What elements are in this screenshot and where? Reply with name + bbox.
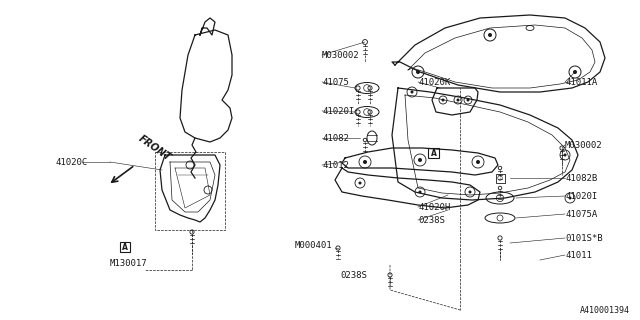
Text: 41075A: 41075A bbox=[565, 210, 597, 219]
Text: 0101S*B: 0101S*B bbox=[565, 234, 603, 243]
Circle shape bbox=[419, 190, 422, 194]
Text: A: A bbox=[122, 243, 128, 252]
Circle shape bbox=[468, 190, 472, 194]
Text: 41020I: 41020I bbox=[565, 191, 597, 201]
Circle shape bbox=[488, 33, 492, 37]
Circle shape bbox=[442, 99, 445, 101]
Text: 41020K: 41020K bbox=[418, 77, 451, 86]
Text: 41012: 41012 bbox=[322, 161, 349, 170]
Text: 41020H: 41020H bbox=[418, 203, 451, 212]
Text: M030002: M030002 bbox=[322, 51, 360, 60]
Text: M130017: M130017 bbox=[110, 259, 148, 268]
FancyBboxPatch shape bbox=[495, 173, 504, 182]
Circle shape bbox=[418, 158, 422, 162]
Circle shape bbox=[358, 181, 362, 185]
Text: 41011A: 41011A bbox=[565, 77, 597, 86]
Text: 0238S: 0238S bbox=[340, 271, 367, 281]
Text: A410001394: A410001394 bbox=[580, 306, 630, 315]
Circle shape bbox=[416, 70, 420, 74]
Text: 41020C: 41020C bbox=[55, 157, 87, 166]
Circle shape bbox=[563, 154, 566, 156]
Circle shape bbox=[573, 70, 577, 74]
Circle shape bbox=[568, 196, 572, 199]
Text: FRONT: FRONT bbox=[137, 133, 173, 163]
Text: 41082B: 41082B bbox=[565, 173, 597, 182]
Circle shape bbox=[456, 99, 460, 101]
Text: M030002: M030002 bbox=[565, 140, 603, 149]
Text: 41011: 41011 bbox=[565, 251, 592, 260]
Text: 41075: 41075 bbox=[322, 77, 349, 86]
Text: M000401: M000401 bbox=[295, 241, 333, 250]
Circle shape bbox=[410, 91, 413, 93]
Circle shape bbox=[363, 160, 367, 164]
Circle shape bbox=[476, 160, 480, 164]
Text: 41082: 41082 bbox=[322, 133, 349, 142]
Text: 0238S: 0238S bbox=[418, 215, 445, 225]
Circle shape bbox=[467, 99, 470, 101]
Text: 41020I: 41020I bbox=[322, 107, 355, 116]
FancyBboxPatch shape bbox=[428, 148, 439, 158]
Text: A: A bbox=[431, 148, 436, 157]
FancyBboxPatch shape bbox=[120, 242, 130, 252]
